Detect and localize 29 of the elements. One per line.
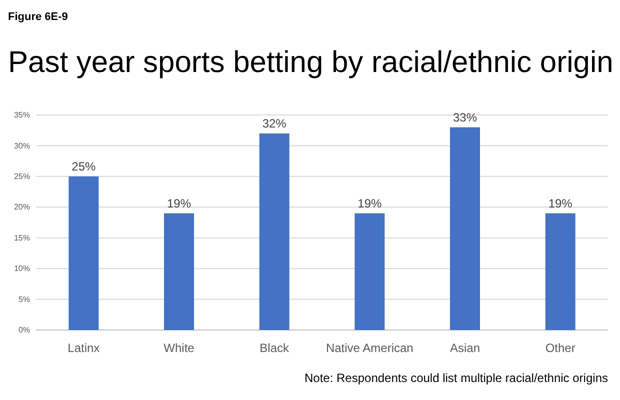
x-tick-label: Native American <box>326 341 414 355</box>
y-tick-label: 15% <box>14 233 30 242</box>
text: Note: Respondents could list multiple racial/ethnic origins <box>304 371 608 385</box>
y-tick-label: 25% <box>14 172 30 181</box>
x-tick-label: Black <box>260 341 290 355</box>
y-tick-label: 20% <box>14 202 30 212</box>
data-label: 32% <box>262 116 287 130</box>
y-tick-label: 30% <box>14 141 30 150</box>
y-tick-label: 10% <box>14 264 30 274</box>
y-tick-label: 5% <box>18 294 30 304</box>
x-tick-label: Asian <box>450 341 480 355</box>
bar <box>164 213 194 330</box>
data-label: 19% <box>166 196 192 210</box>
chart-title: Past year sports betting by racial/ethnic origin <box>8 46 614 79</box>
data-label: 19% <box>548 196 573 210</box>
data-label: 19% <box>358 196 382 210</box>
bar <box>259 133 290 330</box>
x-tick-label: Latinx <box>68 341 100 355</box>
bar <box>354 213 385 330</box>
x-tick-label: Other <box>545 341 576 355</box>
bar <box>68 176 99 330</box>
data-label: 25% <box>72 159 96 174</box>
y-tick-label: 35% <box>14 110 30 120</box>
bar <box>450 127 480 330</box>
bar <box>545 213 576 330</box>
caption: Figure 6E-9 <box>8 11 68 23</box>
data-label: 33% <box>452 110 478 124</box>
x-tick-label: White <box>164 341 195 355</box>
y-tick-label: 0% <box>18 326 30 335</box>
